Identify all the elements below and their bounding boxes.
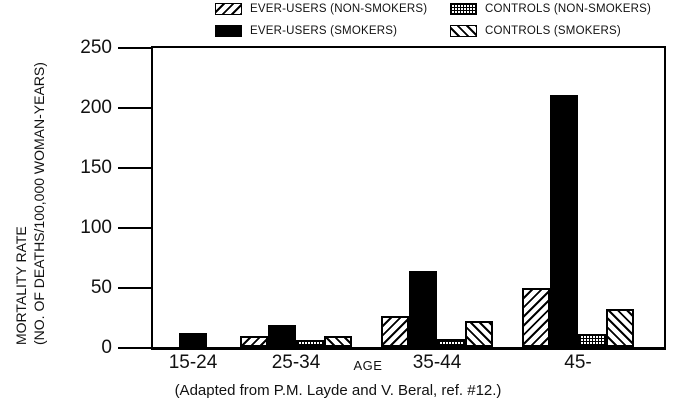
- x-tick-label-45plus: 45-: [564, 352, 592, 373]
- solid-black-swatch-icon: [215, 25, 242, 37]
- grid-hatch-swatch-icon: [450, 3, 477, 15]
- y-tick-label: 200: [80, 97, 112, 118]
- y-tick-mark: [118, 347, 153, 349]
- legend-label: CONTROLS (NON-SMOKERS): [485, 3, 652, 15]
- bar: [409, 271, 437, 347]
- y-axis-title-line2: (NO. OF DEATHS/100,000 WOMAN-YEARS): [31, 62, 47, 345]
- x-axis-title: AGE: [353, 358, 383, 373]
- caption: (Adapted from P.M. Layde and V. Beral, r…: [174, 382, 502, 399]
- y-tick-label: 100: [80, 217, 112, 238]
- bar: [606, 309, 634, 347]
- legend-label: EVER-USERS (NON-SMOKERS): [250, 3, 428, 15]
- bars-container: [153, 48, 664, 347]
- bar-group-25-34: [240, 325, 352, 347]
- bar-group-45-: [522, 95, 634, 347]
- y-tick-mark: [118, 107, 153, 109]
- y-tick-label: 50: [90, 277, 112, 298]
- bar: [296, 340, 324, 347]
- y-tick-mark: [118, 287, 153, 289]
- bar-group-15-24: [179, 333, 207, 347]
- bar: [437, 339, 465, 347]
- bar: [324, 336, 352, 347]
- bar: [381, 316, 409, 347]
- y-axis-title: MORTALITY RATE (NO. OF DEATHS/100,000 WO…: [12, 45, 50, 345]
- x-tick-label-35-44: 35-44: [412, 352, 462, 373]
- y-tick-label: 150: [80, 157, 112, 178]
- bar: [550, 95, 578, 347]
- y-axis-title-line1: MORTALITY RATE: [13, 226, 29, 345]
- y-tick-label: 0: [101, 337, 112, 358]
- y-tick-mark: [118, 167, 153, 169]
- bar: [578, 334, 606, 347]
- bar: [268, 325, 296, 347]
- legend-item-controls-non-smokers: CONTROLS (NON-SMOKERS): [450, 3, 651, 15]
- y-tick-mark: [118, 47, 153, 49]
- y-tick-mark: [118, 227, 153, 229]
- x-tick-label-25-34: 25-34: [271, 352, 321, 373]
- backslash-hatch-swatch-icon: [450, 25, 477, 37]
- legend-item-controls-smokers: CONTROLS (SMOKERS): [450, 25, 621, 37]
- y-tick-label: 250: [80, 37, 112, 58]
- bar: [522, 288, 550, 347]
- legend-item-ever-users-non-smokers: EVER-USERS (NON-SMOKERS): [215, 3, 427, 15]
- bar: [465, 321, 493, 347]
- legend-label: CONTROLS (SMOKERS): [485, 25, 621, 37]
- diagonal-hatch-swatch-icon: [215, 3, 242, 15]
- legend-item-ever-users-smokers: EVER-USERS (SMOKERS): [215, 25, 397, 37]
- bar: [179, 333, 207, 347]
- bar: [240, 336, 268, 347]
- x-tick-label-15-24: 15-24: [168, 352, 218, 373]
- plot-area: [151, 46, 666, 350]
- bar-group-35-44: [381, 271, 493, 347]
- legend-label: EVER-USERS (SMOKERS): [250, 25, 398, 37]
